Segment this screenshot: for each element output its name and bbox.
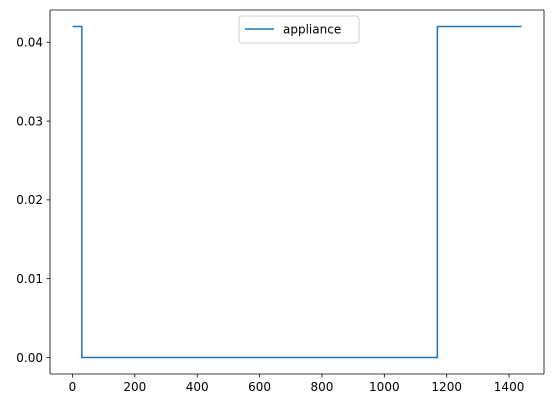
y-tick-label: 0.02 [16, 193, 43, 207]
x-tick-label: 1400 [494, 380, 525, 394]
x-tick-label: 0 [69, 380, 77, 394]
x-axis: 0 200 400 600 800 1000 1200 1400 [69, 374, 525, 394]
y-tick-label: 0.04 [16, 36, 43, 50]
legend-box [238, 15, 360, 44]
x-tick-label: 400 [186, 380, 209, 394]
y-tick-label: 0.03 [16, 114, 43, 128]
y-tick-label: 0.01 [16, 272, 43, 286]
legend: appliance [238, 15, 360, 44]
x-tick-label: 1000 [369, 380, 400, 394]
series-line-appliance [72, 25, 522, 359]
x-tick-label: 800 [310, 380, 333, 394]
y-tick-label: 0.00 [16, 351, 43, 365]
y-axis: 0.00 0.01 0.02 0.03 0.04 [16, 36, 50, 365]
x-tick-label: 1200 [431, 380, 462, 394]
x-tick-label: 200 [123, 380, 146, 394]
x-tick-label: 600 [248, 380, 271, 394]
legend-label-appliance: appliance [283, 23, 341, 37]
plot-area [49, 9, 545, 375]
